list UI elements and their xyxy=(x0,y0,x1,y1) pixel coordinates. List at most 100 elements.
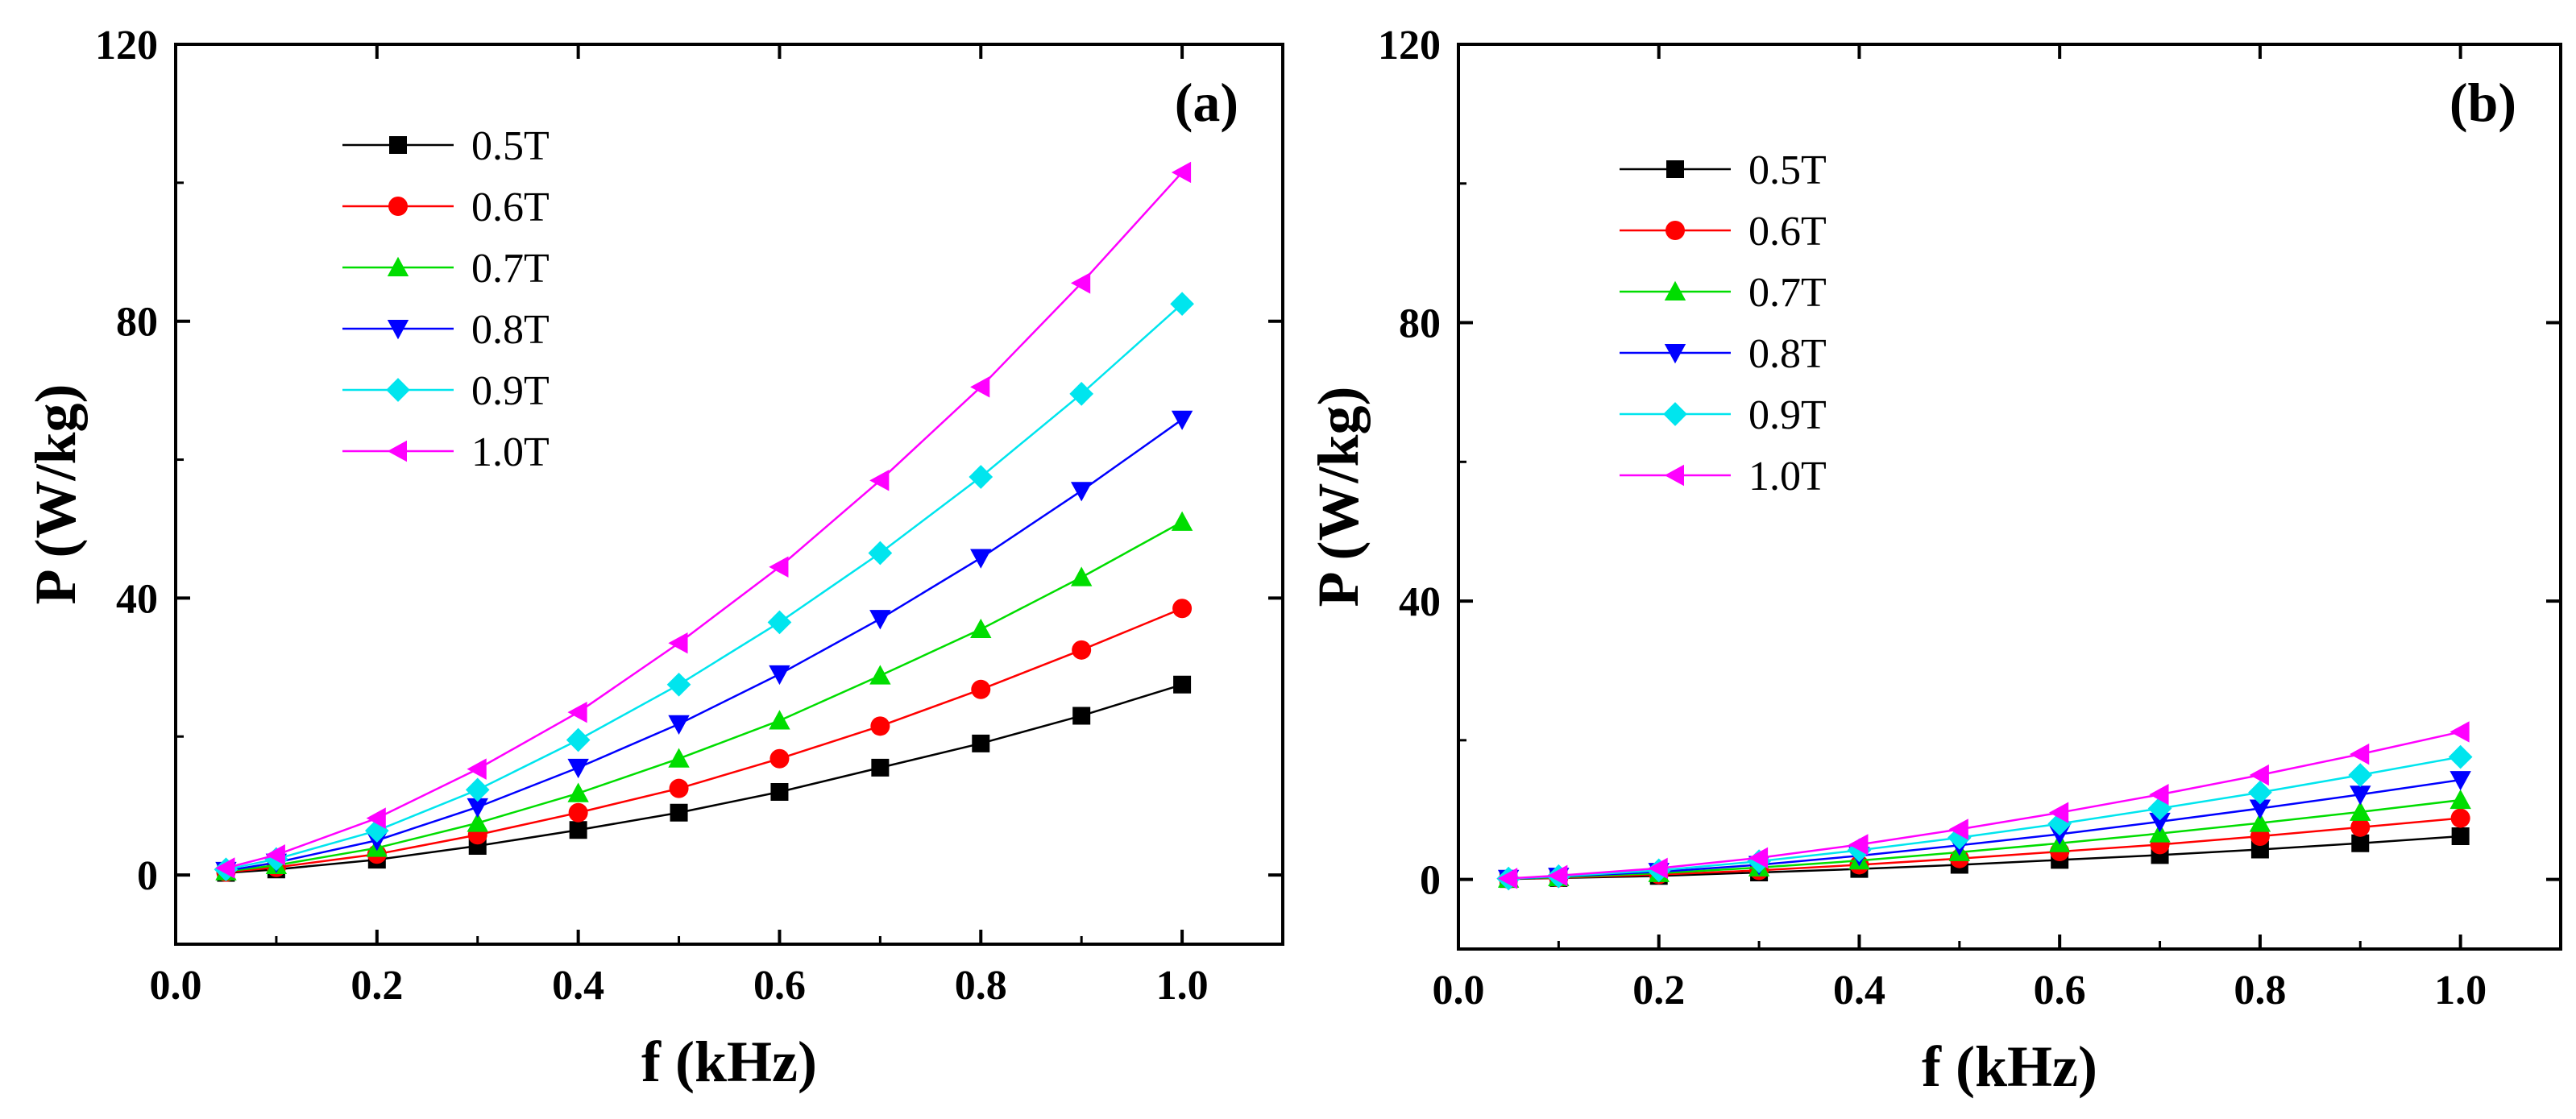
legend-item: 0.6T xyxy=(342,184,550,230)
legend-marker xyxy=(1664,280,1686,300)
data-point xyxy=(1848,834,1869,856)
data-point xyxy=(869,470,890,491)
legend-marker xyxy=(1665,221,1685,240)
data-point xyxy=(566,727,591,752)
legend-item: 0.8T xyxy=(342,307,550,353)
legend-label: 0.6T xyxy=(1748,209,1827,255)
data-point xyxy=(1748,847,1769,869)
data-point xyxy=(970,618,992,639)
panel-label: (b) xyxy=(2449,72,2516,133)
data-point xyxy=(668,632,688,654)
legend-marker xyxy=(387,320,409,340)
legend-item: 0.7T xyxy=(1620,270,1827,316)
data-point xyxy=(668,748,690,768)
data-point xyxy=(2350,801,2371,821)
y-tick-label: 40 xyxy=(1399,579,1441,625)
data-point xyxy=(970,549,992,569)
legend-marker xyxy=(388,197,408,216)
legend-item: 0.5T xyxy=(1620,147,1827,193)
data-point xyxy=(2248,780,2272,805)
data-point xyxy=(669,778,689,798)
legend-marker xyxy=(387,256,409,276)
y-tick-label: 120 xyxy=(1378,23,1441,68)
data-point xyxy=(1548,864,1568,887)
data-point xyxy=(567,701,587,723)
data-point xyxy=(2149,784,2169,806)
series-line xyxy=(1508,756,2461,880)
data-point xyxy=(1497,868,1518,889)
data-point xyxy=(969,465,993,489)
plot-frame xyxy=(174,43,1284,946)
data-point xyxy=(1171,511,1193,531)
data-point xyxy=(870,716,890,736)
data-point xyxy=(1070,566,1093,586)
data-point xyxy=(568,802,588,823)
series-0.8T xyxy=(215,410,1193,882)
data-point xyxy=(2451,827,2470,846)
legend-marker xyxy=(1664,344,1686,364)
y-axis-title: P (W/kg) xyxy=(1306,386,1371,607)
data-point xyxy=(1072,707,1091,725)
legend-marker xyxy=(1663,402,1687,426)
data-point xyxy=(1171,410,1193,430)
legend-label: 0.5T xyxy=(1748,147,1827,193)
legend-label: 0.9T xyxy=(1748,392,1827,438)
series-1.0T xyxy=(1497,721,2470,889)
x-tick-label: 1.0 xyxy=(2434,968,2487,1013)
legend-item: 0.8T xyxy=(1620,331,1827,377)
legend-marker xyxy=(1664,464,1684,487)
x-axis-title: f (kHz) xyxy=(1922,1034,2097,1099)
data-point xyxy=(770,782,789,801)
series-1.0T xyxy=(215,161,1192,879)
legend-item: 0.9T xyxy=(1620,392,1827,438)
data-point xyxy=(467,812,488,832)
data-point xyxy=(2149,812,2171,833)
data-point xyxy=(2350,817,2371,837)
data-point xyxy=(567,758,589,779)
data-point xyxy=(366,807,386,829)
x-tick-label: 0.6 xyxy=(753,963,806,1009)
x-tick-label: 0.2 xyxy=(351,963,403,1009)
data-point xyxy=(1170,292,1194,317)
legend-label: 0.8T xyxy=(471,307,550,353)
y-tick-label: 40 xyxy=(116,576,158,622)
data-point xyxy=(1172,599,1193,619)
data-point xyxy=(2449,771,2471,791)
data-point xyxy=(467,798,488,819)
data-point xyxy=(2249,812,2271,832)
legend-item: 0.5T xyxy=(342,123,550,169)
legend-label: 0.7T xyxy=(471,246,550,292)
data-point xyxy=(215,857,235,879)
legend-label: 0.5T xyxy=(471,123,550,169)
panel-b: 0.0 0.2 0.4 0.6 0.8 1.0 0 40 80 120 f (kHz) P (W/kg… xyxy=(1306,23,2562,1099)
plot-frame xyxy=(1457,43,2562,951)
data-point xyxy=(2048,802,2069,823)
legend-label: 1.0T xyxy=(471,429,550,475)
x-tick-label: 0.6 xyxy=(2034,968,2086,1013)
data-point xyxy=(2351,834,2370,852)
legend-label: 0.6T xyxy=(471,184,550,230)
data-point xyxy=(970,376,990,398)
data-point xyxy=(972,734,990,752)
legend-label: 0.7T xyxy=(1748,270,1827,316)
data-point xyxy=(1171,161,1192,184)
panel-a: 0.0 0.2 0.4 0.6 0.8 1.0 0 40 80 120 f (kHz) P (W/kg… xyxy=(23,23,1284,1094)
data-point xyxy=(769,710,790,730)
x-tick-label: 0.2 xyxy=(1632,968,1685,1013)
legend-label: 0.8T xyxy=(1748,331,1827,377)
legend-marker xyxy=(389,136,407,154)
x-tick-label: 0.8 xyxy=(955,963,1007,1009)
data-point xyxy=(569,821,587,839)
series-line xyxy=(226,683,1183,874)
data-point xyxy=(2149,823,2171,843)
x-tick-label: 0.8 xyxy=(2234,968,2286,1013)
data-point xyxy=(567,782,589,802)
series-line xyxy=(226,418,1183,872)
data-point xyxy=(769,665,790,686)
data-point xyxy=(869,610,891,630)
data-point xyxy=(2348,763,2373,787)
data-point xyxy=(1948,819,1968,840)
data-point xyxy=(971,679,991,699)
data-point xyxy=(2249,799,2271,819)
y-tick-label: 80 xyxy=(1399,301,1441,347)
